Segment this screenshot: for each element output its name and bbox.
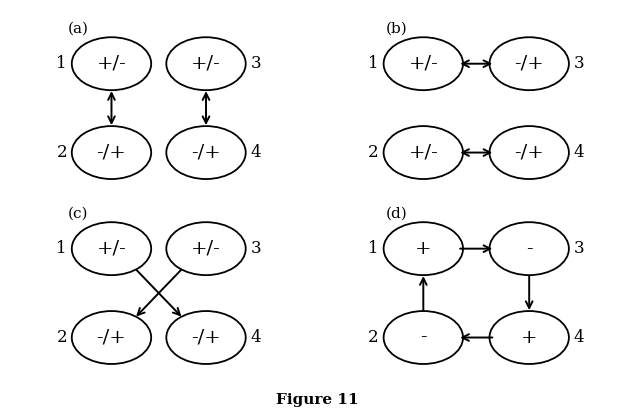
Text: 1: 1 [368, 55, 379, 72]
Text: 4: 4 [573, 329, 584, 346]
Text: 2: 2 [368, 144, 379, 161]
Text: 2: 2 [57, 329, 67, 346]
Text: -/+: -/+ [97, 143, 126, 162]
Text: (d): (d) [385, 207, 407, 221]
Text: 3: 3 [250, 240, 261, 257]
Text: 3: 3 [573, 55, 584, 72]
Text: +: + [415, 240, 432, 258]
Text: 1: 1 [57, 55, 67, 72]
Text: (c): (c) [68, 207, 88, 221]
Text: 1: 1 [57, 240, 67, 257]
Text: +/-: +/- [408, 55, 438, 73]
Text: (b): (b) [385, 22, 407, 36]
Text: +: + [521, 328, 537, 346]
Text: +/-: +/- [97, 240, 126, 258]
Text: -/+: -/+ [97, 328, 126, 346]
Text: -/+: -/+ [191, 143, 221, 162]
Text: 4: 4 [250, 329, 261, 346]
Text: 2: 2 [57, 144, 67, 161]
Text: 3: 3 [573, 240, 584, 257]
Text: -/+: -/+ [514, 143, 544, 162]
Text: -: - [420, 328, 427, 346]
Text: 4: 4 [250, 144, 261, 161]
Text: -/+: -/+ [191, 328, 221, 346]
Text: Figure 11: Figure 11 [276, 393, 359, 407]
Text: (a): (a) [68, 22, 89, 36]
Text: 2: 2 [368, 329, 379, 346]
Text: -/+: -/+ [514, 55, 544, 73]
Text: 4: 4 [573, 144, 584, 161]
Text: +/-: +/- [408, 143, 438, 162]
Text: 1: 1 [368, 240, 379, 257]
Text: -: - [526, 240, 533, 258]
Text: +/-: +/- [191, 240, 221, 258]
Text: +/-: +/- [97, 55, 126, 73]
Text: 3: 3 [250, 55, 261, 72]
Text: +/-: +/- [191, 55, 221, 73]
